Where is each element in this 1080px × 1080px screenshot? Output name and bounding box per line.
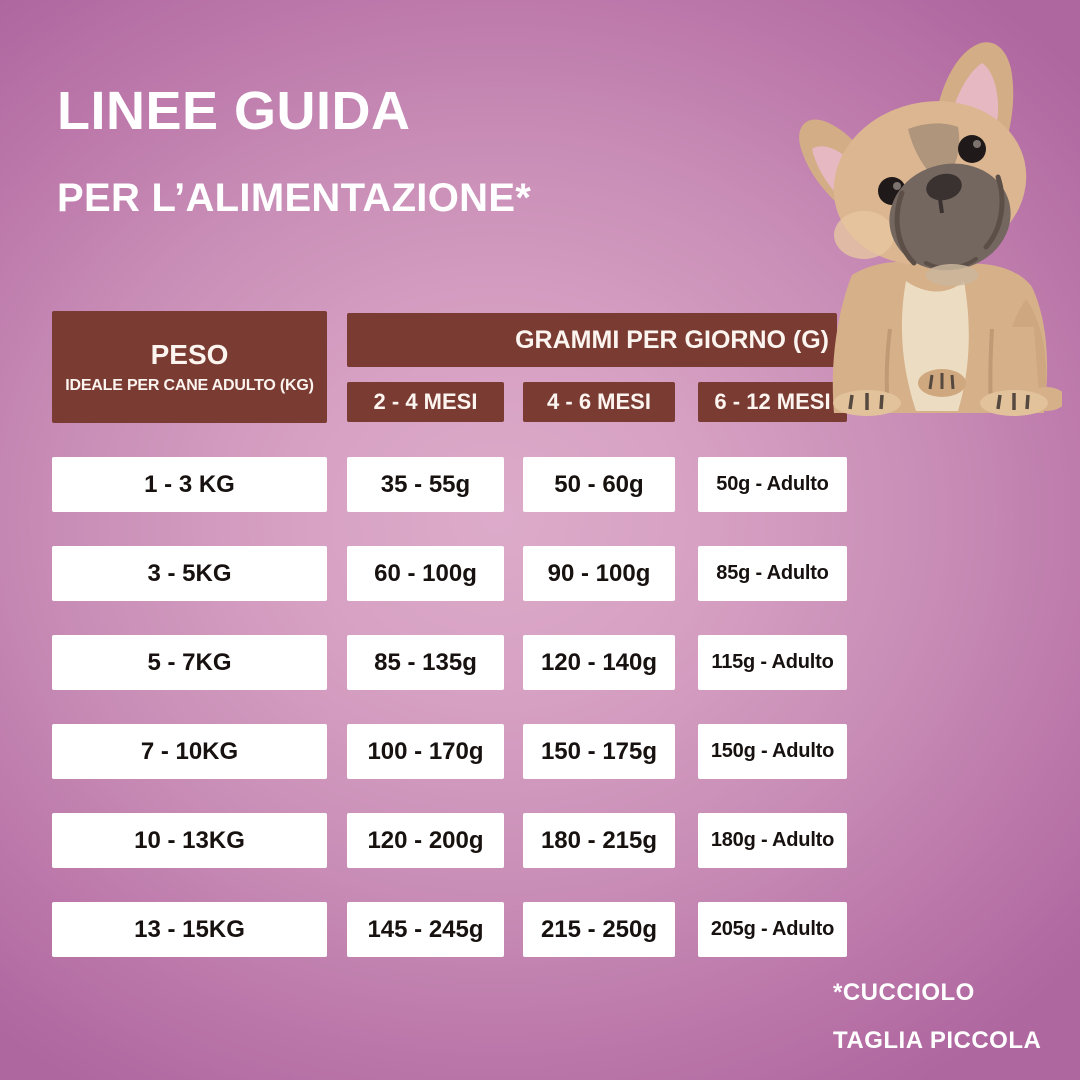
grams-cell: 50g - Adulto bbox=[698, 457, 847, 512]
grams-cell: 180g - Adulto bbox=[698, 813, 847, 868]
page-title: LINEE GUIDA bbox=[57, 81, 411, 141]
weight-header-subtitle: IDEALE PER CANE ADULTO (KG) bbox=[65, 376, 314, 394]
weight-cell: 7 - 10KG bbox=[52, 724, 327, 779]
grams-cell: 120 - 200g bbox=[347, 813, 504, 868]
footnote-line-1: *CUCCIOLO bbox=[833, 979, 975, 1006]
weight-cell: 1 - 3 KG bbox=[52, 457, 327, 512]
weight-cell: 5 - 7KG bbox=[52, 635, 327, 690]
weight-header-title: PESO bbox=[150, 339, 229, 371]
grams-cell: 35 - 55g bbox=[347, 457, 504, 512]
footnote-line-2: TAGLIA PICCOLA bbox=[833, 1027, 1042, 1054]
grams-cell: 145 - 245g bbox=[347, 902, 504, 957]
weight-cell: 13 - 15KG bbox=[52, 902, 327, 957]
age-column-header-4-6: 4 - 6 MESI bbox=[523, 382, 675, 422]
grams-cell: 215 - 250g bbox=[523, 902, 675, 957]
weight-cell: 10 - 13KG bbox=[52, 813, 327, 868]
grams-cell: 85 - 135g bbox=[347, 635, 504, 690]
grams-cell: 100 - 170g bbox=[347, 724, 504, 779]
grams-cell: 150g - Adulto bbox=[698, 724, 847, 779]
grams-cell: 50 - 60g bbox=[523, 457, 675, 512]
footnote: *CUCCIOLO TAGLIA PICCOLA bbox=[833, 969, 1041, 1065]
grams-cell: 205g - Adulto bbox=[698, 902, 847, 957]
page-subtitle: PER L’ALIMENTAZIONE* bbox=[57, 176, 532, 220]
grams-cell: 180 - 215g bbox=[523, 813, 675, 868]
grams-cell: 120 - 140g bbox=[523, 635, 675, 690]
grams-cell: 85g - Adulto bbox=[698, 546, 847, 601]
grams-cell: 150 - 175g bbox=[523, 724, 675, 779]
age-column-header-6-12: 6 - 12 MESI bbox=[698, 382, 847, 422]
age-column-header-2-4: 2 - 4 MESI bbox=[347, 382, 504, 422]
grams-cell: 115g - Adulto bbox=[698, 635, 847, 690]
grams-cell: 90 - 100g bbox=[523, 546, 675, 601]
weight-cell: 3 - 5KG bbox=[52, 546, 327, 601]
weight-column-header: PESO IDEALE PER CANE ADULTO (KG) bbox=[52, 311, 327, 423]
grams-per-day-header: GRAMMI PER GIORNO (G) bbox=[347, 313, 837, 367]
grams-cell: 60 - 100g bbox=[347, 546, 504, 601]
puppy-photo bbox=[799, 42, 1062, 416]
feeding-table: PESO IDEALE PER CANE ADULTO (KG) GRAMMI … bbox=[52, 311, 848, 961]
